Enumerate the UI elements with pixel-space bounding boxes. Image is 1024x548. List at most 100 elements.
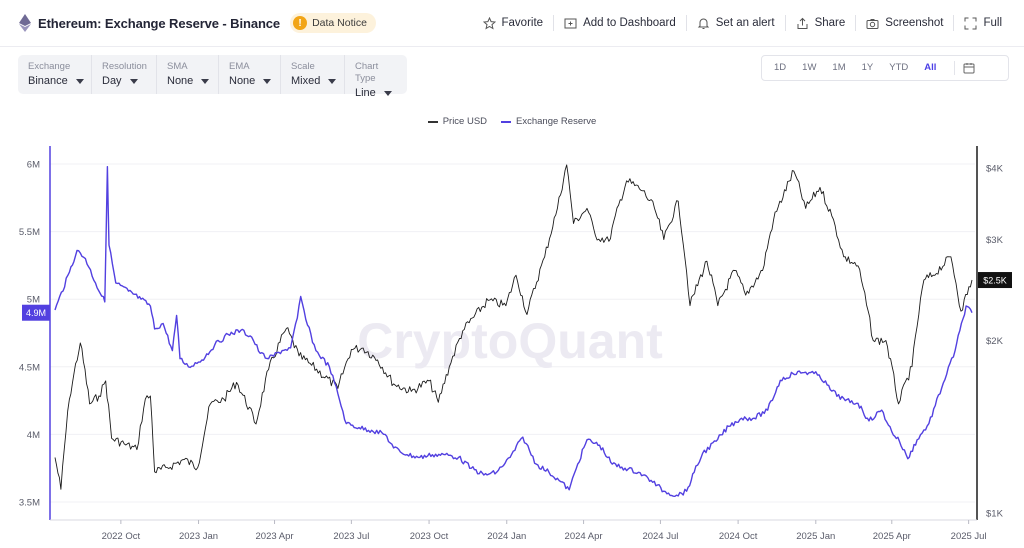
range-all-button[interactable]: All [924,62,937,73]
legend-swatch-reserve [501,120,512,123]
range-1y-button[interactable]: 1Y [861,62,874,73]
price-usd-line [54,164,973,490]
left-axis-tick-label: 3.5M [19,498,40,509]
exchange-select[interactable]: Exchange Binance [18,55,92,94]
legend-item-reserve[interactable]: Exchange Reserve [501,116,596,127]
x-axis-tick-label: 2024 Jan [487,531,526,542]
right-axis-tick-label: $2K [986,336,1004,347]
title-area: Ethereum: Exchange Reserve - Binance ! D… [0,0,376,46]
star-icon [482,16,496,30]
fullscreen-button[interactable]: Full [954,13,1012,33]
left-axis-tick-label: 4M [27,430,40,441]
add-to-dashboard-button[interactable]: Add to Dashboard [554,13,686,33]
x-axis-tick-label: 2024 Jul [642,531,678,542]
legend-swatch-price [427,120,438,123]
warning-icon: ! [293,16,308,30]
range-1d-button[interactable]: 1D [774,62,787,73]
favorite-label: Favorite [501,17,544,29]
x-axis-tick-label: 2023 Apr [256,531,294,542]
page-title: Ethereum: Exchange Reserve - Binance [38,15,281,31]
watermark: CryptoQuant [357,313,663,369]
ema-select[interactable]: EMA None [219,55,281,94]
left-axis-tick-label: 6M [27,160,40,171]
add-to-dashboard-label: Add to Dashboard [583,17,676,29]
resolution-select[interactable]: Resolution Day [92,55,157,94]
divider [855,15,857,31]
divider [784,15,786,31]
x-axis-tick-label: 2025 Apr [873,531,911,542]
sma-label: SMA [167,61,188,72]
fullscreen-label: Full [983,17,1002,29]
x-axis-tick-label: 2023 Jul [333,531,369,542]
set-alert-label: Set an alert [715,17,775,29]
legend-label-price: Price USD [442,116,488,127]
dashboard-add-icon [564,18,577,28]
resolution-value: Day [102,75,122,87]
x-axis-tick-label: 2025 Jul [951,531,987,542]
chart-legend: Price USD Exchange Reserve [0,116,1024,127]
range-ytd-button[interactable]: YTD [889,62,909,73]
data-notice-label: Data Notice [312,17,367,29]
divider [953,15,955,31]
right-axis-tick-label: $1K [986,509,1004,520]
fullscreen-icon [964,17,977,29]
share-label: Share [814,17,846,29]
divider [685,15,687,31]
scale-select[interactable]: Scale Mixed [281,55,345,94]
left-axis-tick-label: 4.5M [19,362,40,373]
camera-icon [866,18,879,29]
ethereum-icon [18,14,32,32]
chevron-down-icon [263,79,272,84]
chevron-down-icon [129,79,138,84]
right-current-value-label: $2.5K [983,276,1007,286]
chevron-down-icon [201,79,210,84]
time-range-selector: 1D 1W 1M 1Y YTD All [761,55,1009,81]
exchange-label: Exchange [28,61,71,72]
screenshot-button[interactable]: Screenshot [856,13,953,33]
legend-label-reserve: Exchange Reserve [516,116,597,127]
sma-select[interactable]: SMA None [157,55,219,94]
favorite-button[interactable]: Favorite [473,13,554,33]
x-axis-tick-label: 2025 Jan [796,531,835,542]
screenshot-label: Screenshot [885,17,944,29]
scale-label: Scale [291,61,315,72]
chart-type-label: Chart Type [355,61,379,84]
divider [553,15,555,31]
left-axis-tick-label: 5M [27,295,40,306]
x-axis-tick-label: 2023 Oct [410,531,449,542]
ema-label: EMA [229,61,250,72]
chevron-down-icon [383,91,392,96]
set-alert-button[interactable]: Set an alert [687,13,785,33]
header-actions: Favorite Add to Dashboard Set an alert S… [473,0,1012,46]
exchange-reserve-line [54,165,973,497]
left-current-value-badge [22,304,50,321]
data-notice-badge[interactable]: ! Data Notice [290,13,376,33]
range-1m-button[interactable]: 1M [832,62,846,73]
grid-lines [50,163,975,503]
sma-value: None [167,75,194,87]
chart-type-select[interactable]: Chart Type Line [345,55,407,99]
chart-canvas: CryptoQuant 6M 5.5M 5M 4.5M 4M 3.5M $4K $3K $2K $… [19,146,1012,542]
share-icon [797,17,808,29]
chevron-down-icon [328,79,337,84]
scale-value: Mixed [291,75,321,87]
range-1w-button[interactable]: 1W [802,62,817,73]
x-axis-tick-label: 2024 Apr [565,531,603,542]
x-axis-tick-label: 2023 Jan [179,531,218,542]
right-axis-tick-label: $4K [986,164,1004,175]
axes: 6M 5.5M 5M 4.5M 4M 3.5M $4K $3K $2K $1K 2022 Oct 20… [19,146,1012,542]
series-lines [54,164,973,497]
chart-controls: Exchange Binance Resolution Day SMA None… [18,55,407,99]
right-axis-tick-label: $3K [986,235,1004,246]
share-button[interactable]: Share [786,13,856,33]
left-axis-tick-label: 5.5M [19,227,40,238]
exchange-value: Binance [28,75,68,87]
resolution-label: Resolution [102,61,147,72]
left-current-value-label: 4.9M [26,308,46,318]
chevron-down-icon [75,79,84,84]
ema-value: None [229,75,256,87]
calendar-icon[interactable] [954,61,975,75]
legend-item-price[interactable]: Price USD [427,116,488,127]
chart-type-value: Line [355,87,376,99]
bell-icon [697,18,709,29]
